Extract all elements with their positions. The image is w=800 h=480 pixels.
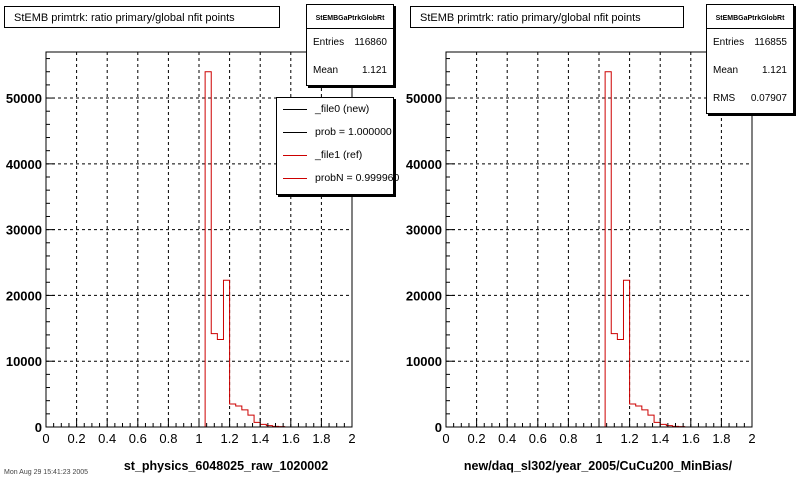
legend-label: _file1 (ref) — [315, 149, 363, 161]
x-tick-label: 1.2 — [621, 431, 639, 446]
stats-label: Entries — [313, 37, 345, 48]
y-tick-label: 20000 — [406, 288, 442, 303]
stats-name: StEMBGaPtrkGlobRt — [707, 5, 793, 29]
y-tick-label: 40000 — [6, 157, 42, 172]
x-axis-label: new/daq_sl302/year_2005/CuCu200_MinBias/ — [464, 459, 733, 473]
legend-label: prob = 1.000000 — [315, 126, 392, 138]
y-tick-label: 50000 — [406, 91, 442, 106]
stats-value: 1.121 — [361, 65, 387, 76]
histogram-title-right: StEMB primtrk: ratio primary/global nfit… — [410, 6, 684, 28]
x-tick-label: 0.6 — [129, 431, 147, 446]
x-tick-label: 1.2 — [221, 431, 239, 446]
legend-line-swatch — [283, 109, 307, 110]
x-tick-label: 1.6 — [682, 431, 700, 446]
legend-entry-prob: prob = 1.000000 — [277, 121, 393, 144]
stats-row-rms: RMS 0.07907 — [707, 85, 793, 113]
y-tick-label: 30000 — [6, 223, 42, 238]
legend-entry-probn: probN = 0.999960 — [277, 167, 399, 190]
y-tick-label: 20000 — [6, 288, 42, 303]
y-tick-label: 40000 — [406, 157, 442, 172]
legend-line-swatch — [283, 178, 307, 179]
stats-label: Mean — [713, 65, 739, 76]
x-tick-label: 1.8 — [312, 431, 330, 446]
x-tick-label: 1.8 — [712, 431, 730, 446]
histogram-panel-right: 0 0.2 0.4 0.6 0.8 1 1.2 1.4 1.6 1.8 2 0 10000 20000 30… — [400, 0, 800, 480]
stats-row-mean: Mean 1.121 — [307, 57, 393, 85]
histogram-title-left: StEMB primtrk: ratio primary/global nfit… — [4, 6, 280, 28]
x-tick-label: 0.8 — [559, 431, 577, 446]
y-tick-label: 50000 — [6, 91, 42, 106]
x-tick-label: 0.2 — [68, 431, 86, 446]
x-tick-label: 2 — [348, 431, 355, 446]
x-tick-label: 0 — [42, 431, 49, 446]
y-tick-label: 10000 — [406, 354, 442, 369]
x-tick-label: 1 — [195, 431, 202, 446]
stats-label: Entries — [713, 37, 745, 48]
stats-label: Mean — [313, 65, 339, 76]
stats-name: StEMBGaPtrkGlobRt — [307, 5, 393, 29]
legend-box: _file0 (new) prob = 1.000000 _file1 (ref… — [276, 97, 399, 195]
y-tick-label: 30000 — [406, 223, 442, 238]
stats-row-entries: Entries 116855 — [707, 29, 793, 57]
x-tick-label: 0.6 — [529, 431, 547, 446]
x-tick-label: 0.4 — [498, 431, 516, 446]
x-tick-label: 0.4 — [98, 431, 116, 446]
y-tick-label: 10000 — [6, 354, 42, 369]
stats-value: 116855 — [754, 37, 787, 48]
x-tick-label: 1.4 — [251, 431, 269, 446]
legend-line-swatch — [283, 132, 307, 133]
stats-row-entries: Entries 116860 — [307, 29, 393, 57]
y-tick-label: 0 — [435, 420, 442, 435]
stats-box-left: StEMBGaPtrkGlobRt Entries 116860 Mean 1.… — [306, 4, 394, 86]
histogram-plot-right: 0 0.2 0.4 0.6 0.8 1 1.2 1.4 1.6 1.8 2 0 10000 20000 30… — [406, 51, 756, 473]
x-axis-label: st_physics_6048025_raw_1020002 — [124, 459, 328, 473]
stats-row-mean: Mean 1.121 — [707, 57, 793, 85]
x-tick-label: 1.4 — [651, 431, 669, 446]
stats-label: RMS — [713, 93, 736, 104]
stats-value: 1.121 — [761, 65, 787, 76]
x-tick-label: 0 — [442, 431, 449, 446]
legend-entry-file1: _file1 (ref) — [277, 144, 393, 167]
legend-entry-file0: _file0 (new) — [277, 98, 393, 121]
histogram-series — [46, 71, 352, 428]
legend-line-swatch — [283, 155, 307, 156]
x-tick-label: 2 — [748, 431, 755, 446]
footer-timestamp: Mon Aug 29 15:41:23 2005 — [4, 469, 89, 476]
histogram-panel-left: 0 0.2 0.4 0.6 0.8 1 1.2 1.4 1.6 1.8 2 0 10000 20000 30… — [4, 4, 399, 473]
x-tick-label: 0.8 — [159, 431, 177, 446]
x-tick-label: 1 — [595, 431, 602, 446]
histogram-series — [446, 71, 752, 428]
stats-value: 116860 — [354, 37, 387, 48]
y-tick-label: 0 — [35, 420, 42, 435]
stats-value: 0.07907 — [750, 93, 787, 104]
x-tick-label: 1.6 — [282, 431, 300, 446]
x-tick-label: 0.2 — [468, 431, 486, 446]
stats-box-right: StEMBGaPtrkGlobRt Entries 116855 Mean 1.… — [706, 4, 794, 114]
plot-area: 0 0.2 0.4 0.6 0.8 1 1.2 1.4 1.6 1.8 2 0 10000 20000 30… — [406, 51, 756, 473]
legend-label: _file0 (new) — [315, 103, 370, 115]
legend-label: probN = 0.999960 — [315, 172, 400, 184]
